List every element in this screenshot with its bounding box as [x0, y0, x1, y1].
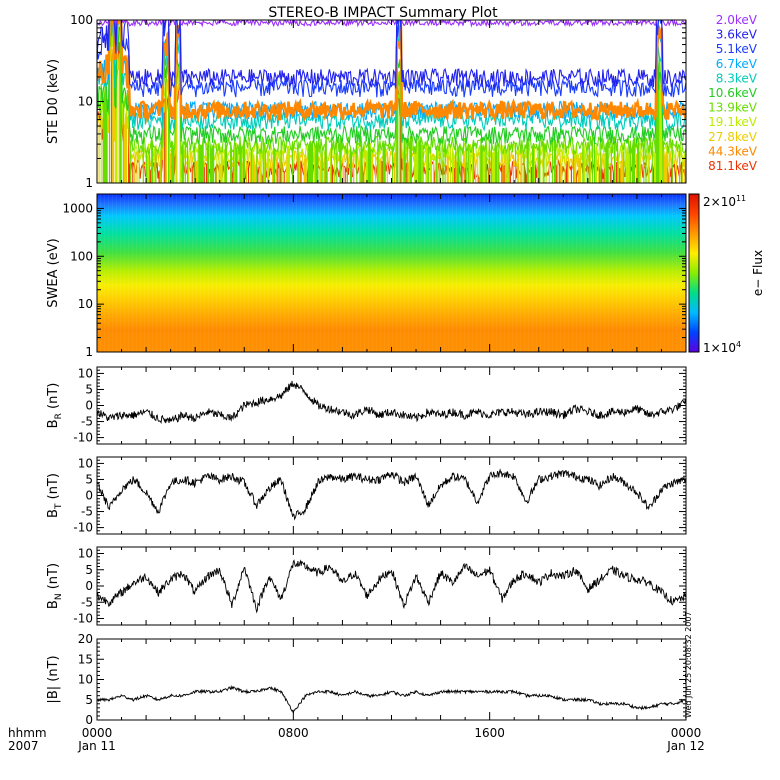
creation-stamp: Wed Jun 25 20:08:32 2007	[684, 611, 693, 718]
bmag-panel: 0 5 10 15 20 |B| (nT)	[46, 632, 687, 727]
y-tick-label: -5	[81, 505, 93, 519]
colorbar-min-base: 1×10	[703, 341, 736, 355]
y-tick-label: 0	[85, 399, 93, 413]
y-axis-label-symbol: B	[46, 419, 61, 428]
legend-entry: 81.1keV	[708, 159, 758, 173]
colorbar-scale	[688, 193, 700, 353]
time-date-label: Jan 12	[666, 739, 705, 753]
y-tick-label: -10	[73, 521, 93, 535]
y-tick-label: 1	[85, 345, 93, 359]
ste-series-line	[97, 20, 686, 146]
axis-row1-label: hhmm	[8, 726, 47, 740]
y-axis-label: STE D0 (keV)	[46, 59, 61, 144]
time-tick-label: 1600	[474, 726, 505, 740]
legend-entry: 2.0keV	[716, 13, 758, 27]
ste-data	[97, 20, 686, 183]
legend-entry: 44.3keV	[708, 144, 758, 158]
ste-panel: 1 10 100 STE D0 (keV)	[46, 13, 687, 190]
y-axis-label-unit: (nT)	[46, 563, 61, 593]
panel-frame	[96, 546, 687, 626]
panel-frame	[96, 638, 687, 721]
y-axis-label-symbol: B	[46, 509, 61, 518]
time-tick-label: 0800	[278, 726, 309, 740]
y-axis-label-subscript: R	[54, 413, 64, 419]
y-tick-label: 0	[85, 713, 93, 727]
y-tick-label: 15	[78, 652, 93, 666]
bt-trace	[97, 468, 686, 521]
y-tick-label: -10	[73, 431, 93, 445]
legend-entry: 5.1keV	[716, 42, 758, 56]
y-axis-label: BT (nT)	[46, 473, 64, 518]
y-tick-label: 20	[78, 632, 93, 646]
time-date-label: Jan 11	[77, 739, 116, 753]
colorbar-min-exponent: 4	[736, 340, 741, 349]
time-tick-label: 0000	[671, 726, 702, 740]
y-axis-label-unit: (nT)	[46, 473, 61, 503]
plot-title: STEREO-B IMPACT Summary Plot	[268, 5, 498, 21]
colorbar-max-label: 2×1011	[703, 194, 746, 209]
y-tick-label: 5	[85, 382, 93, 396]
br-trace	[97, 380, 686, 425]
y-tick-label: -10	[73, 612, 93, 626]
y-tick-label: 5	[85, 472, 93, 486]
y-axis-label: BN (nT)	[46, 563, 64, 609]
y-axis-label: BR (nT)	[46, 383, 64, 429]
y-axis-label: SWEA (eV)	[46, 238, 61, 307]
bt-panel: -10 -5 0 5 10 BT (nT)	[46, 456, 687, 535]
legend-entry: 19.1keV	[708, 115, 758, 129]
y-tick-label: 10	[78, 547, 93, 561]
y-axis-label-unit: (nT)	[46, 383, 61, 413]
bn-panel: -10 -5 0 5 10 BN (nT)	[46, 546, 687, 626]
y-tick-label: 1000	[62, 201, 93, 215]
legend-entry: 10.6keV	[708, 86, 758, 100]
y-tick-label: 5	[85, 563, 93, 577]
legend-entry: 27.8keV	[708, 130, 758, 144]
y-axis-label-subscript: N	[54, 593, 64, 600]
ste-series-line	[97, 20, 686, 183]
y-tick-label: 10	[78, 456, 93, 470]
time-tick-label: 0000	[82, 726, 113, 740]
y-tick-label: 0	[85, 489, 93, 503]
y-tick-label: 0	[85, 579, 93, 593]
y-tick-label: -5	[81, 595, 93, 609]
y-tick-label: 1	[85, 176, 93, 190]
panel-frame	[96, 366, 687, 445]
colorbar-label: e− Flux	[751, 250, 765, 296]
ste-legend: 2.0keV3.6keV5.1keV6.7keV8.3keV10.6keV13.…	[708, 13, 758, 173]
y-tick-label: 10	[78, 366, 93, 380]
colorbar-max-base: 2×10	[703, 195, 736, 209]
br-panel: -10 -5 0 5 10 BR (nT)	[46, 366, 687, 445]
bn-trace	[97, 559, 686, 614]
legend-entry: 3.6keV	[716, 28, 758, 42]
bmag-trace	[97, 684, 686, 714]
y-tick-label: 10	[78, 297, 93, 311]
y-tick-label: 100	[70, 249, 93, 263]
axis-row2-label: 2007	[8, 739, 39, 753]
swea-texture	[97, 194, 686, 352]
y-tick-label: 5	[85, 693, 93, 707]
legend-entry: 6.7keV	[716, 57, 758, 71]
colorbar-max-exponent: 11	[736, 194, 746, 203]
y-tick-label: 10	[78, 95, 93, 109]
y-tick-label: 100	[70, 13, 93, 27]
ste-series-line	[97, 20, 686, 124]
colorbar-min-label: 1×104	[703, 340, 741, 355]
swea-panel: 1 10 100 1000 SWEA (eV)	[46, 193, 687, 359]
y-axis-label-symbol: B	[46, 600, 61, 609]
ste-series-line	[97, 20, 686, 89]
legend-entry: 13.9keV	[708, 101, 758, 115]
y-tick-label: 10	[78, 673, 93, 687]
panel-frame	[96, 456, 687, 535]
y-axis-label: |B| (nT)	[46, 655, 61, 703]
legend-entry: 8.3keV	[716, 71, 758, 85]
y-axis-label-subscript: T	[54, 503, 64, 510]
colorbar: 2×1011 1×104 e− Flux	[688, 193, 765, 355]
y-tick-label: -5	[81, 415, 93, 429]
